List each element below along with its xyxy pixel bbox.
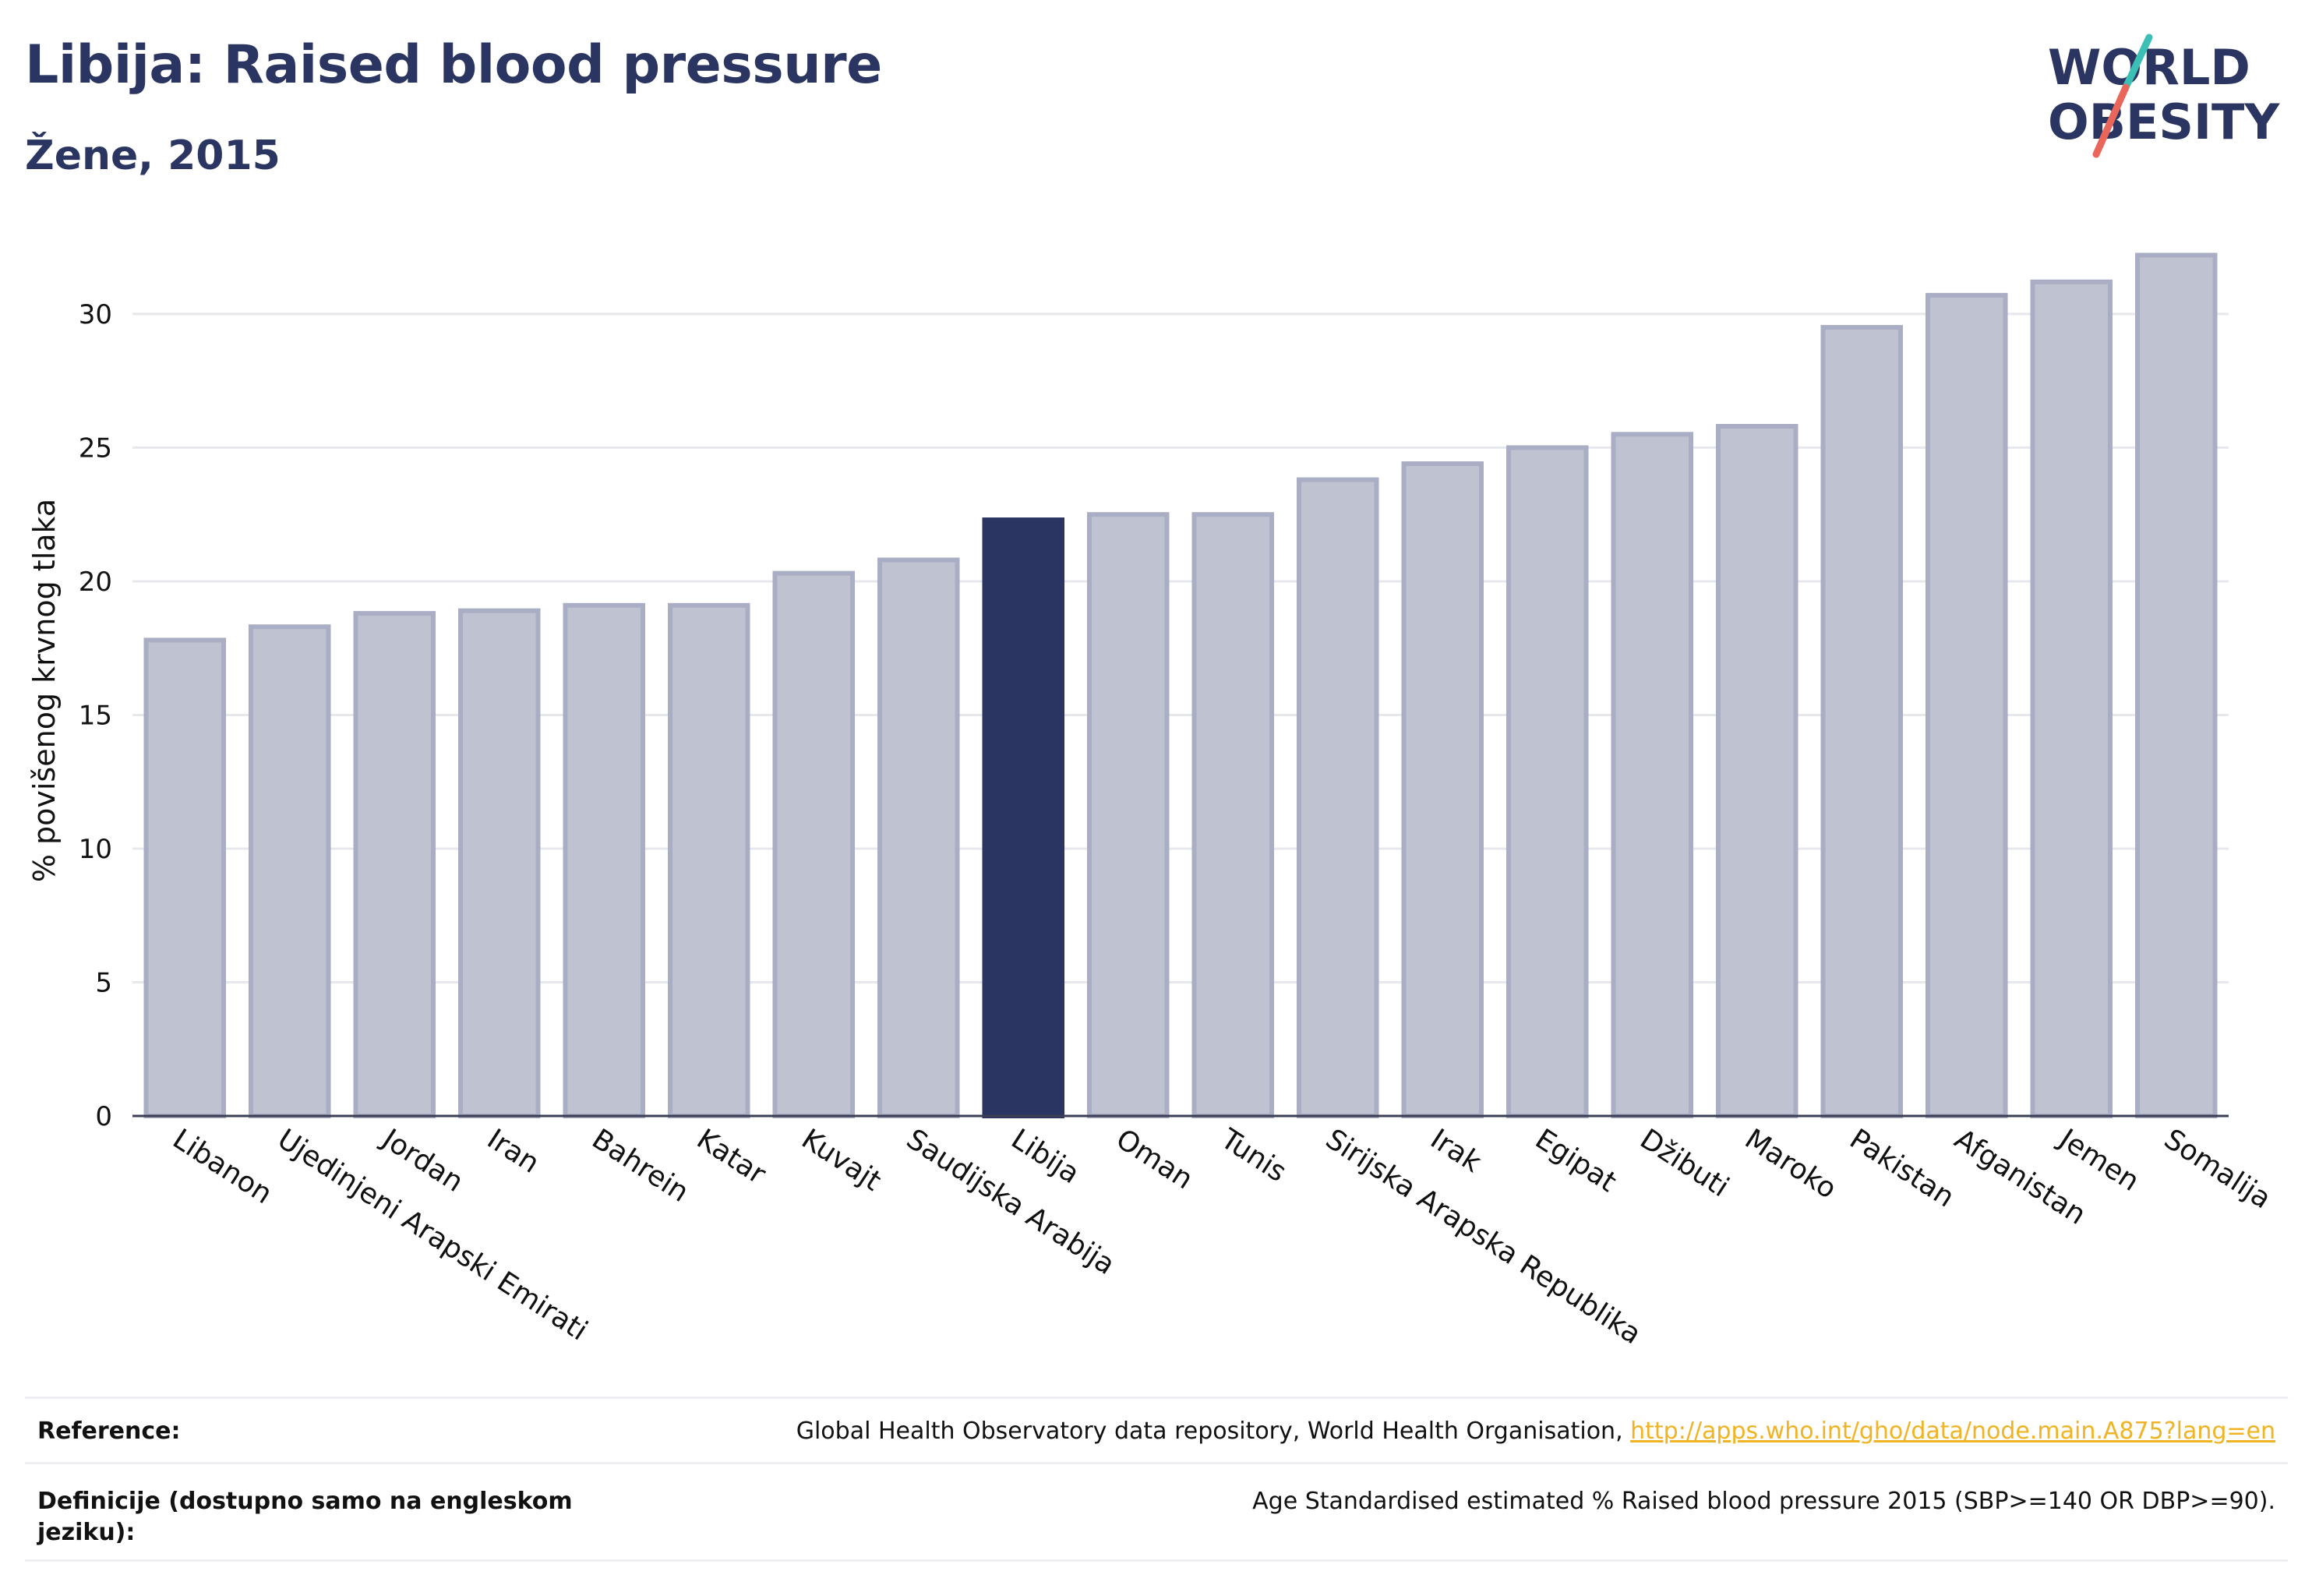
x-tick-label: Tunis — [1215, 1123, 1292, 1188]
definition-label-line2: jeziku): — [37, 1519, 136, 1546]
x-tick-label: Oman — [1110, 1123, 1198, 1195]
bar-ujedinjeni-arapski-emirati — [248, 624, 331, 1118]
world-obesity-logo: WORLD OBESITY — [2048, 34, 2280, 158]
y-tick-label: 30 — [79, 299, 112, 330]
x-tick-label: Džibuti — [1634, 1123, 1734, 1203]
logo-text-world: WORLD — [2048, 39, 2250, 96]
definition-label: Definicije (dostupno samo na engleskom je… — [37, 1486, 573, 1548]
bar-somalija — [2134, 252, 2218, 1119]
bar-egipat — [1505, 445, 1589, 1118]
bar-d-ibuti — [1611, 432, 1694, 1118]
footer-definition-row: Definicije (dostupno samo na engleskom je… — [25, 1462, 2288, 1562]
bar-bahrein — [563, 602, 646, 1118]
bar-libija — [982, 517, 1065, 1118]
bar-iran — [457, 608, 541, 1118]
y-tick-label: 20 — [79, 567, 112, 598]
bar-pakistan — [1820, 325, 1904, 1118]
bar-oman — [1086, 512, 1170, 1118]
x-tick-label: Jordan — [376, 1122, 469, 1199]
x-tick-label: Bahrein — [586, 1123, 694, 1209]
reference-value: Global Health Observatory data repositor… — [796, 1418, 2275, 1445]
logo-slash-bottom — [2092, 83, 2130, 158]
bar-libanon — [143, 637, 227, 1118]
logo-text-obesity: OBESITY — [2048, 94, 2280, 150]
bar-kuvajt — [772, 570, 856, 1118]
bar-tunis — [1191, 512, 1275, 1118]
y-tick-label: 5 — [95, 967, 112, 998]
footer-reference-row: Reference: Global Health Observatory dat… — [25, 1396, 2288, 1464]
bars — [143, 252, 2218, 1119]
y-tick-label: 25 — [79, 433, 112, 464]
x-tick-label: Maroko — [1739, 1123, 1842, 1206]
x-tick-label: Somalija — [2159, 1123, 2277, 1215]
x-tick-label: Libija — [1005, 1123, 1085, 1190]
y-axis-label: % povišenog krvnog tlaka — [27, 499, 62, 882]
reference-text: Global Health Observatory data repositor… — [796, 1418, 1631, 1445]
y-tick-label: 15 — [79, 700, 112, 731]
x-tick-label: Iran — [482, 1123, 545, 1180]
bar-irak — [1401, 461, 1484, 1118]
chart-title: Libija: Raised blood pressure — [25, 34, 882, 96]
bar-afganistan — [1925, 292, 2008, 1118]
reference-link[interactable]: http://apps.who.int/gho/data/node.main.A… — [1630, 1418, 2275, 1445]
reference-label: Reference: — [37, 1418, 181, 1445]
definition-text: Age Standardised estimated % Raised bloo… — [1252, 1488, 2275, 1515]
bar-katar — [667, 602, 750, 1118]
bar-jemen — [2030, 279, 2113, 1118]
x-tick-label: Jemen — [2053, 1122, 2145, 1198]
x-tick-label: Katar — [691, 1123, 771, 1191]
bar-maroko — [1715, 423, 1798, 1118]
y-tick-label: 10 — [79, 834, 112, 865]
x-tick-label: Libanon — [167, 1123, 277, 1210]
x-tick-label: Irak — [1424, 1123, 1487, 1179]
bar-sirijska-arapska-republika — [1296, 477, 1379, 1118]
bar-jordan — [353, 611, 436, 1118]
x-tick-label: Egipat — [1530, 1123, 1622, 1199]
grid-lines — [132, 312, 2229, 983]
y-tick-labels: 0 5 10 15 20 25 30 — [79, 299, 112, 1132]
logo-slash-top — [2122, 34, 2153, 91]
footer-divider — [25, 1559, 2288, 1562]
x-tick-label: Kuvajt — [796, 1123, 886, 1197]
x-tick-label: Pakistan — [1844, 1123, 1960, 1213]
bar-saudijska-arabija — [877, 557, 960, 1118]
definition-label-line1: Definicije (dostupno samo na engleskom — [37, 1488, 573, 1515]
y-tick-label: 0 — [95, 1101, 112, 1132]
chart-subtitle: Žene, 2015 — [25, 132, 281, 179]
